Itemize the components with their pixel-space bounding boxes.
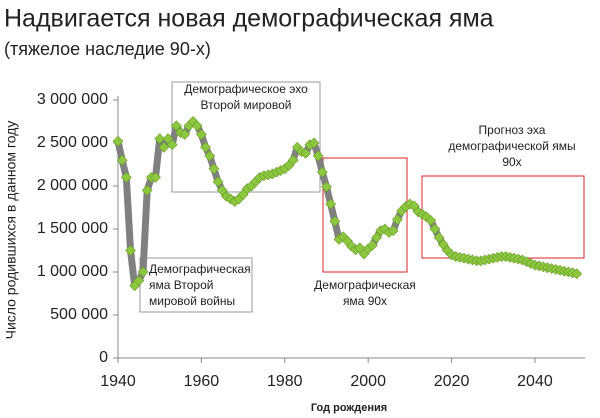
annotation-text: Второй мировой [201,98,292,112]
data-point [429,223,441,235]
annotation-text: Демографическая [314,278,416,292]
data-point [125,245,136,256]
y-axis-label: Число родившихся в данном году [3,121,19,340]
data-point [287,154,299,166]
data-point [141,184,153,196]
data-point [137,266,149,278]
data-point [150,171,161,183]
data-point [170,120,182,132]
data-point [433,232,445,244]
data-point [120,171,132,183]
y-tick-label: 1 000 000 [37,263,108,280]
data-point [166,139,178,151]
data-point [133,275,145,287]
annotation-text: яма Второй [149,278,213,292]
x-tick-label: 2040 [517,373,553,390]
data-point [191,120,203,132]
data-point [208,163,220,175]
data-point [316,166,328,178]
y-tick-label: 3 000 000 [37,91,108,108]
data-point [329,215,341,227]
y-tick-label: 1 500 000 [37,220,108,237]
data-point [158,141,170,153]
y-tick-label: 500 000 [50,306,108,323]
chart-title: Надвигается новая демографическая яма [4,5,494,33]
x-tick-label: 1960 [184,373,220,390]
x-tick-label: 2020 [434,373,470,390]
chart-subtitle: (тяжелое наследие 90-х) [4,39,211,59]
data-point [425,214,437,226]
y-tick-label: 0 [99,349,108,366]
data-point [371,232,382,244]
data-point [195,128,207,140]
annotation-text: Демографическая [149,262,251,276]
annotation-text: яма 90х [343,294,387,308]
data-point [571,268,583,280]
data-point [200,141,211,153]
data-point [154,133,166,145]
y-tick-label: 2 000 000 [37,177,108,194]
data-point [116,154,128,166]
annotation-text: Прогноз эха [479,123,546,137]
x-tick-label: 1940 [100,373,136,390]
data-point [387,225,399,237]
data-point [391,214,403,225]
x-tick-label: 1980 [267,373,303,390]
x-axis-label: Год рождения [311,402,387,414]
annotation-text: демографической ямы [448,139,575,153]
annotation-text: 90х [502,155,521,169]
y-tick-label: 2 500 000 [37,134,108,151]
data-point [312,150,324,162]
data-point [366,239,378,251]
data-point [321,181,332,193]
x-tick-label: 2000 [350,373,386,390]
data-point [308,137,320,149]
data-point [300,147,312,159]
data-point [325,198,337,210]
annotation-text: Демографическое эхо [184,82,308,96]
data-point [179,128,191,140]
data-point [112,135,124,147]
data-point [212,176,224,188]
annotation-text: мировой войны [149,294,235,308]
data-point [421,211,432,223]
annotation-box [322,157,408,273]
annotation-box [139,257,253,313]
data-point [204,150,216,162]
